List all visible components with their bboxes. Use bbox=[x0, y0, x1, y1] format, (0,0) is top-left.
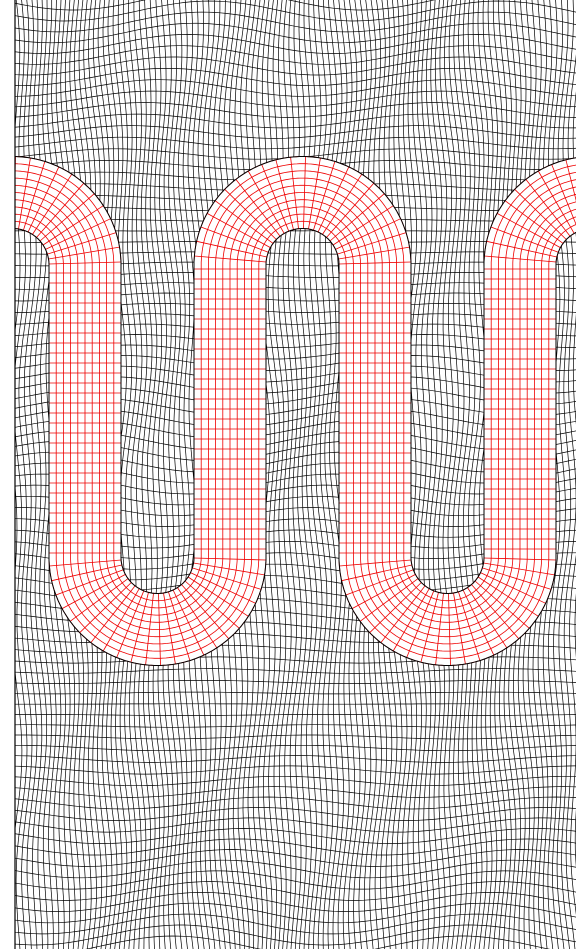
page: (() => { const data = JSON.parse(documen… bbox=[0, 0, 576, 949]
mesh-line bbox=[268, 0, 280, 949]
mesh-line bbox=[458, 0, 472, 949]
mesh-line bbox=[10, 860, 576, 878]
mesh-line bbox=[139, 0, 152, 949]
mesh-line bbox=[10, 80, 576, 97]
mesh-line bbox=[10, 34, 576, 53]
mesh-line bbox=[10, 669, 576, 674]
mesh-line bbox=[273, 0, 286, 949]
mesh-line bbox=[10, 839, 576, 855]
mesh-line bbox=[10, 745, 576, 750]
mesh-figure bbox=[0, 0, 576, 949]
mesh-line bbox=[288, 0, 302, 949]
mesh-line bbox=[10, 725, 576, 728]
mesh-line bbox=[10, 756, 576, 763]
mesh-line bbox=[148, 0, 162, 949]
band-spoke bbox=[0, 160, 4, 230]
mesh-line bbox=[463, 0, 477, 949]
band-spoke bbox=[1, 157, 9, 229]
mesh-line bbox=[10, 892, 576, 911]
mesh-line bbox=[293, 0, 307, 949]
mesh-line bbox=[10, 12, 576, 32]
mesh-line bbox=[10, 657, 576, 663]
mesh-line bbox=[10, 137, 576, 149]
mesh-line bbox=[10, 766, 576, 774]
